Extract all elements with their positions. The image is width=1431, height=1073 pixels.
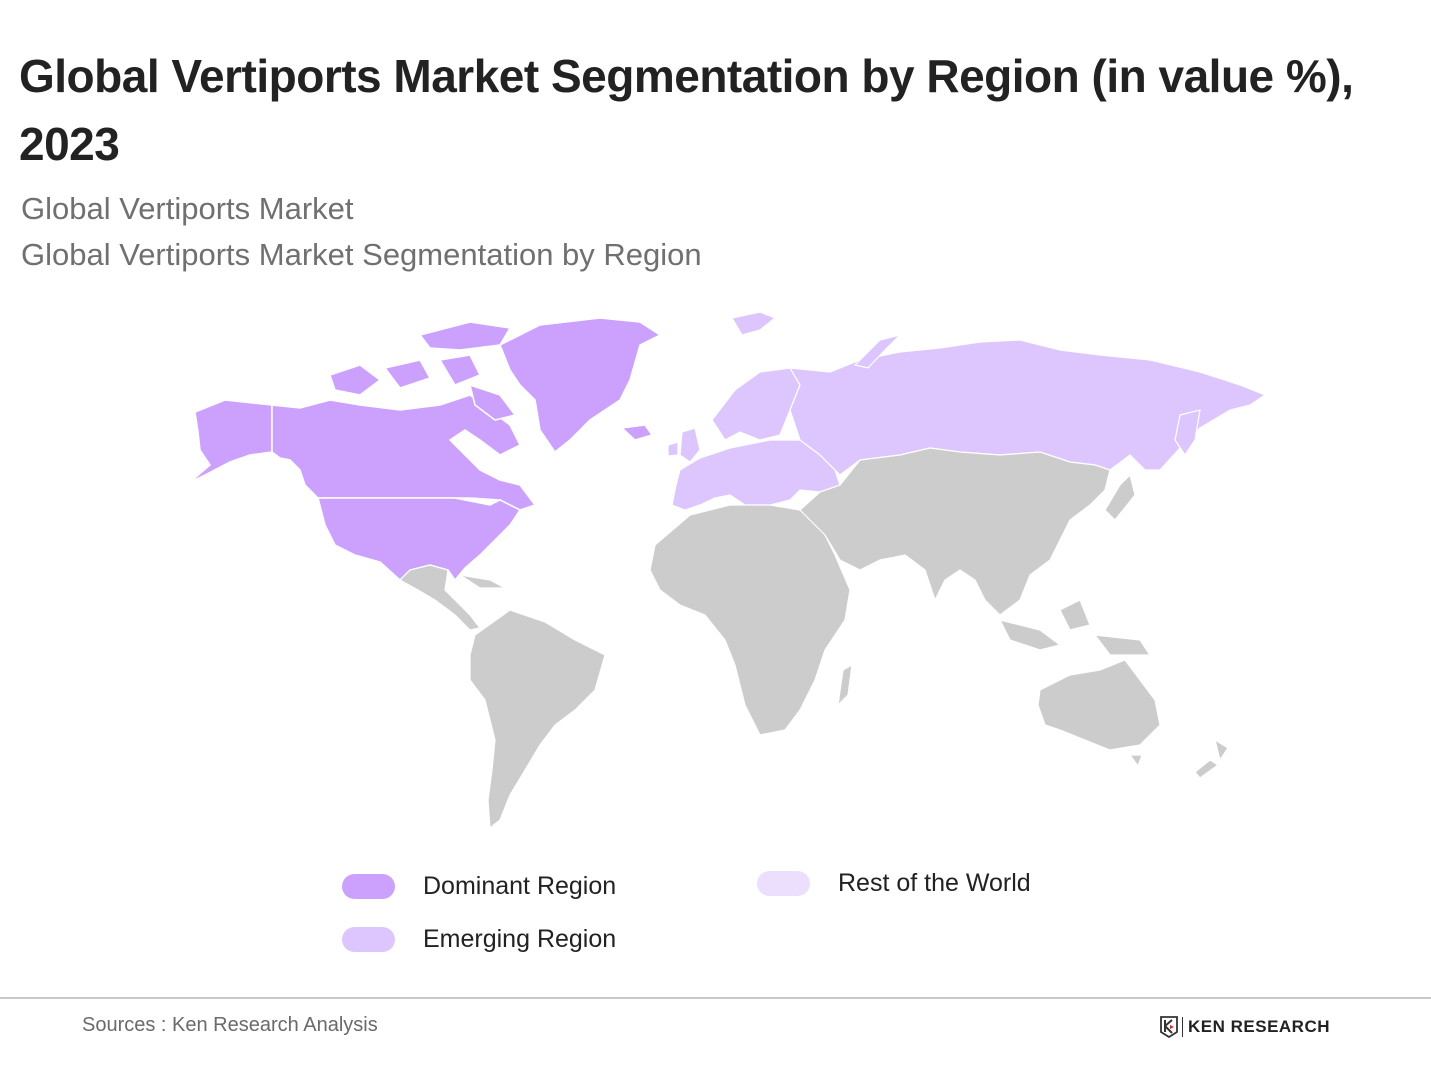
legend-item-rest-of-world: Rest of the World bbox=[757, 869, 1031, 898]
region-north-america bbox=[189, 317, 662, 582]
legend-item-emerging: Emerging Region bbox=[342, 925, 616, 954]
logo-text: KEN RESEARCH bbox=[1188, 1017, 1331, 1036]
page-title: Global Vertiports Market Segmentation by… bbox=[19, 50, 1354, 170]
legend-swatch-emerging bbox=[342, 927, 395, 952]
legend-item-dominant: Dominant Region bbox=[342, 872, 616, 901]
ken-research-logo: KEN RESEARCH bbox=[1160, 1016, 1330, 1038]
region-europe-russia bbox=[667, 311, 1267, 516]
legend-label-dominant: Dominant Region bbox=[423, 872, 617, 900]
region-rest-of-world bbox=[399, 447, 1229, 830]
subtitle-segmentation: Global Vertiports Market Segmentation by… bbox=[21, 237, 702, 272]
legend-label-emerging: Emerging Region bbox=[423, 925, 617, 953]
source-note: Sources : Ken Research Analysis bbox=[82, 1014, 378, 1036]
legend-swatch-rest-of-world bbox=[757, 871, 810, 896]
world-map bbox=[0, 290, 1431, 850]
footer-divider bbox=[0, 997, 1431, 999]
legend-label-rest-of-world: Rest of the World bbox=[838, 869, 1031, 897]
logo-separator bbox=[1182, 1017, 1183, 1037]
subtitle-market: Global Vertiports Market bbox=[21, 191, 354, 226]
ken-research-logo-icon bbox=[1160, 1016, 1178, 1038]
legend-swatch-dominant bbox=[342, 874, 395, 899]
